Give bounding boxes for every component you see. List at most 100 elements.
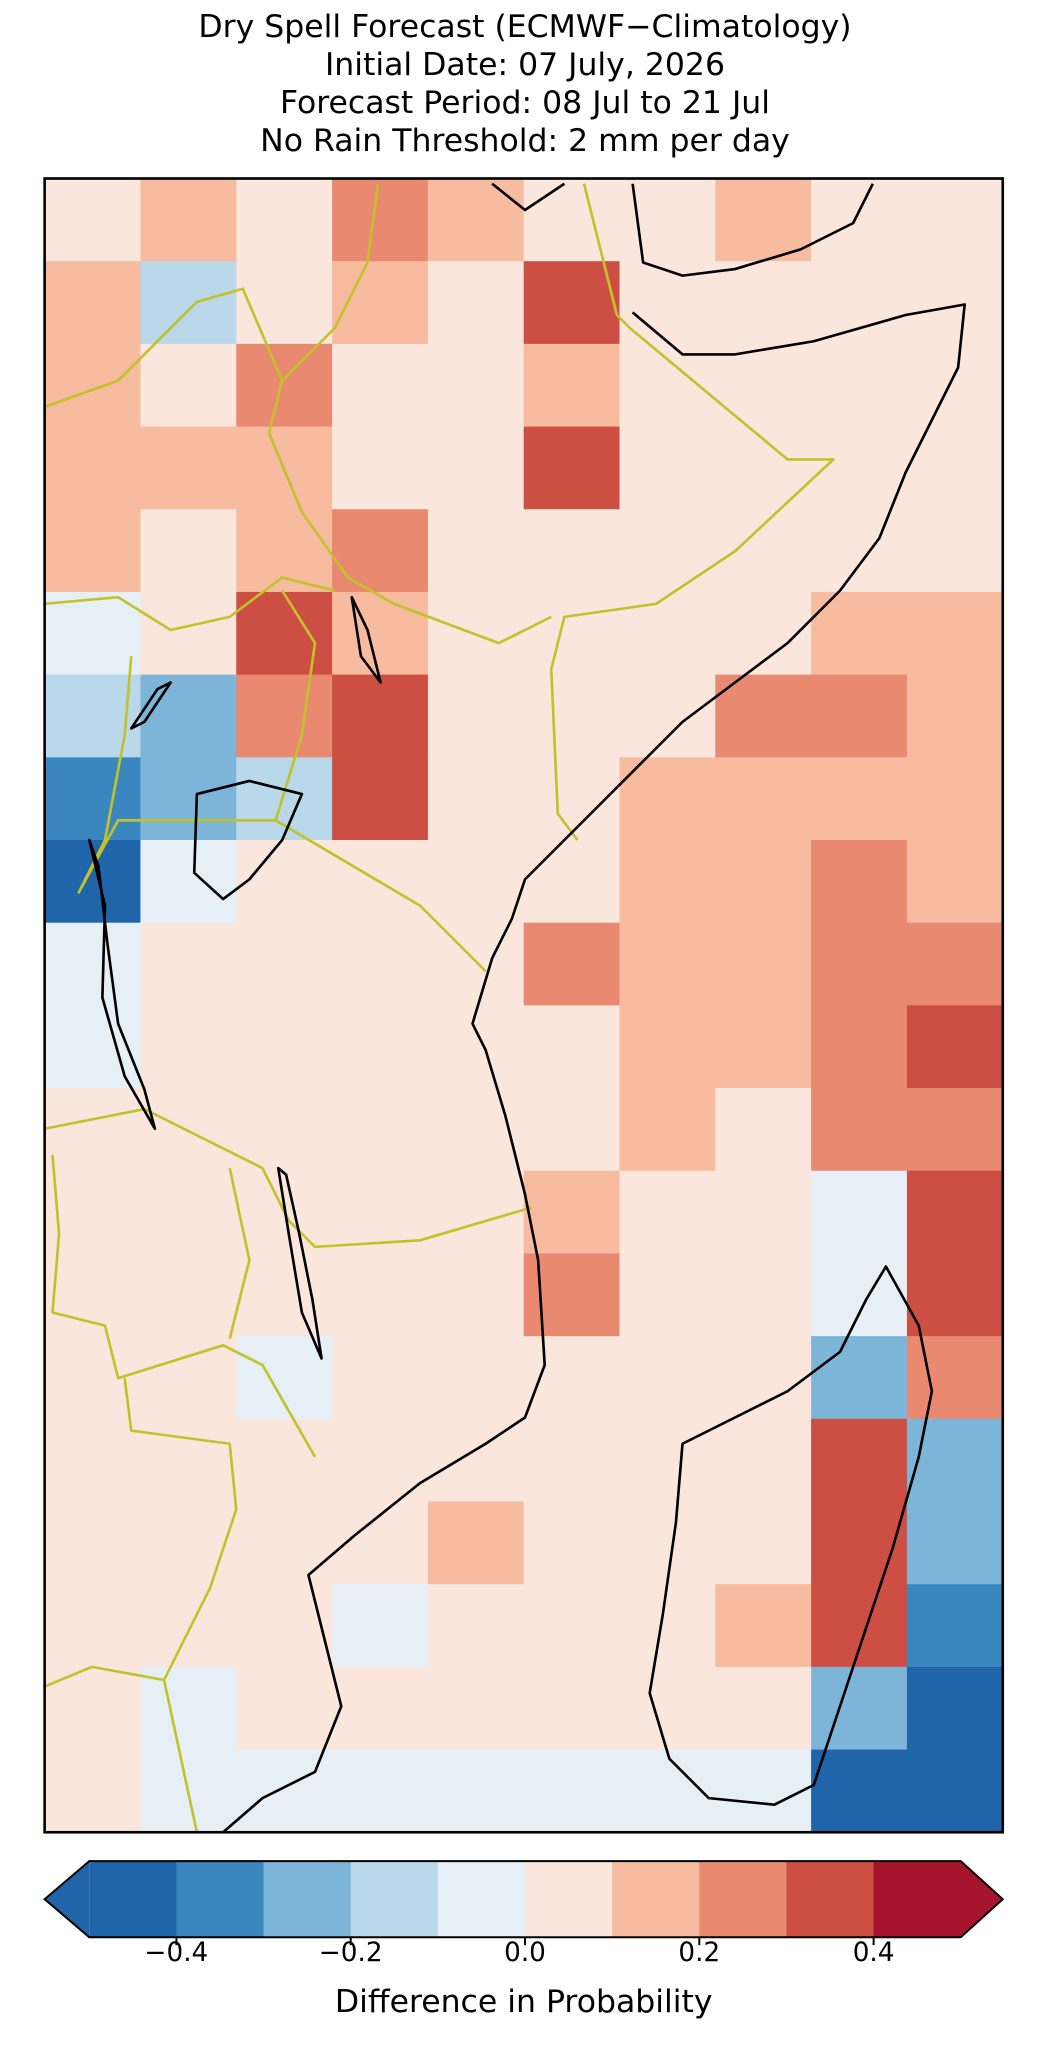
grid-cell: [811, 757, 908, 841]
grid-cell: [715, 1088, 812, 1172]
colorbar-bin: [176, 1861, 264, 1938]
grid-cell: [332, 1749, 429, 1833]
grid-cell: [140, 509, 237, 593]
grid-cell: [811, 178, 908, 262]
grid-cell: [715, 1005, 812, 1089]
coastline: [648, 1265, 934, 1807]
colorbar-bin: [89, 1861, 177, 1938]
grid-cell: [715, 1336, 812, 1420]
grid-cell: [523, 426, 621, 510]
grid-cell: [811, 1666, 908, 1751]
grid-cell: [523, 840, 621, 924]
grid-cell: [619, 261, 716, 345]
grid-cell: [140, 591, 237, 676]
grid-cell: [236, 922, 333, 1007]
lake: [192, 779, 304, 901]
title-block: Dry Spell Forecast (ECMWF−Climatology)In…: [198, 9, 851, 159]
grid-cell: [523, 591, 621, 676]
grid-cell: [236, 1088, 333, 1172]
grid-cell: [906, 674, 1004, 758]
grid-cell: [906, 1501, 1004, 1585]
border: [582, 183, 631, 330]
grid-cell: [140, 1418, 237, 1503]
grid-cell: [523, 922, 621, 1007]
border: [44, 287, 284, 409]
grid-cell: [906, 1418, 1004, 1503]
grid-cell: [44, 261, 142, 345]
grid-cell: [332, 757, 429, 841]
colorbar-bin: [612, 1861, 700, 1938]
grid-cell: [427, 1418, 525, 1503]
grid-cell: [523, 178, 621, 262]
grid-cell: [906, 1005, 1004, 1089]
grid-cell: [715, 1501, 812, 1585]
grid-cell: [619, 1336, 716, 1420]
border: [77, 656, 276, 894]
colorbar: −0.4 −0.2 0.0 0.2 0.4 Difference in Probabili…: [43, 1860, 1005, 2020]
grid-cell: [427, 343, 525, 428]
grid-cell: [619, 1253, 716, 1337]
grid-cell: [236, 1584, 333, 1668]
grid-cell: [427, 1253, 525, 1337]
grid-cell: [619, 1418, 716, 1503]
grid-cell: [619, 343, 716, 428]
grid-cell: [427, 1749, 525, 1833]
grid-cell: [332, 343, 429, 428]
grid-cell: [332, 1088, 429, 1172]
coastline: [491, 182, 566, 212]
colorbar-extend: [44, 1861, 90, 1938]
grid-cell: [140, 757, 237, 841]
map-lines: [44, 182, 966, 1834]
grid-cell: [332, 674, 429, 758]
chart-title: Dry Spell Forecast (ECMWF−Climatology): [198, 9, 851, 45]
grid-cell: [236, 1501, 333, 1585]
grid-cell: [140, 1005, 237, 1089]
grid-cell: [332, 922, 429, 1007]
grid-cell: [619, 1088, 716, 1172]
grid-cell: [236, 1666, 333, 1751]
grid-cell: [619, 1584, 716, 1668]
grid-cell: [523, 343, 621, 428]
grid-cell: [619, 591, 716, 676]
lake: [129, 681, 172, 730]
grid-cell: [236, 178, 333, 262]
grid-cell: [619, 1005, 716, 1089]
border: [44, 1665, 165, 1688]
grid-cell: [811, 1584, 908, 1668]
grid-cell: [44, 178, 142, 262]
grid-cell: [811, 1336, 908, 1420]
grid-cell: [619, 1749, 716, 1833]
grid-cell: [523, 509, 621, 593]
grid-cell: [619, 426, 716, 510]
grid-cell: [619, 178, 716, 262]
grid-cell: [140, 1501, 237, 1585]
grid-cell: [811, 1501, 908, 1585]
grid-cell: [715, 840, 812, 924]
grid-cell: [332, 1253, 429, 1337]
grid-cell: [140, 840, 237, 924]
grid-cell: [427, 1170, 525, 1255]
grid-cell: [140, 1666, 237, 1751]
grid-cell: [236, 509, 333, 593]
grid-cell: [715, 1584, 812, 1668]
colorbar-outline: [43, 1860, 1005, 1939]
grid-cell: [906, 591, 1004, 676]
grid-cell: [236, 674, 333, 758]
grid-cell: [140, 674, 237, 758]
lake: [350, 595, 382, 684]
grid-cell: [523, 1584, 621, 1668]
grid-cell: [619, 922, 716, 1007]
colorbar-tick-label: 0.0: [504, 1938, 546, 1968]
grid-cell: [906, 1170, 1004, 1255]
grid-cell: [236, 840, 333, 924]
grid-cell: [715, 509, 812, 593]
grid-cell: [811, 840, 908, 924]
grid-cell: [427, 178, 525, 262]
colorbar-bin: [699, 1861, 787, 1938]
colorbar-bin: [350, 1861, 439, 1938]
grid-cell: [523, 674, 621, 758]
grid-cell: [140, 1584, 237, 1668]
colorbar-tick-label: −0.2: [319, 1938, 383, 1968]
colorbar-label: Difference in Probability: [335, 1984, 713, 2020]
